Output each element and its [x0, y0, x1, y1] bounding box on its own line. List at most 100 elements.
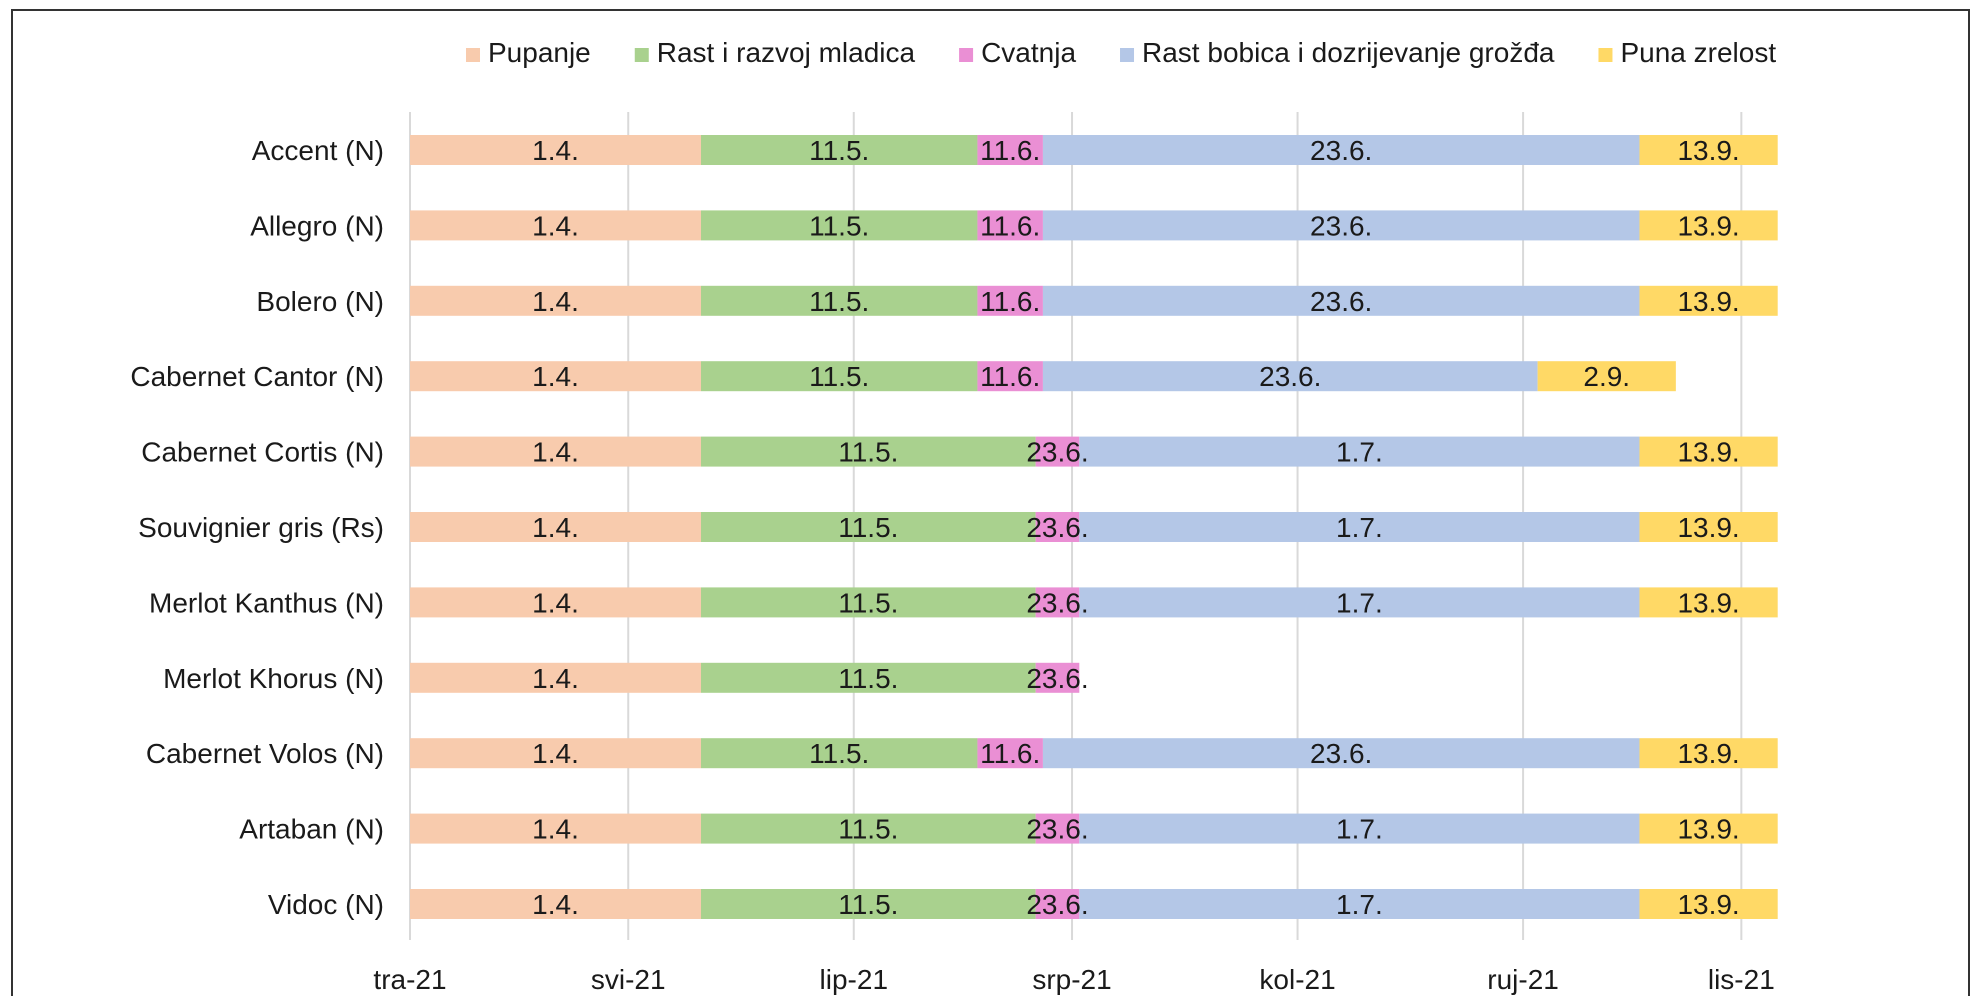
bar-segment	[1079, 813, 1640, 844]
bar-data-label: 11.5.	[809, 361, 869, 392]
bar-segment	[1042, 285, 1640, 316]
bar-data-label: 1.4.	[532, 587, 579, 618]
bar-data-label: 1.7.	[1336, 587, 1383, 618]
bar-segment	[1079, 512, 1640, 542]
bar-data-label: 1.4.	[532, 814, 579, 845]
bar-segment	[701, 436, 1036, 467]
bar-data-label: 13.9.	[1677, 437, 1739, 468]
category-label: Cabernet Cortis (N)	[141, 437, 384, 468]
bar-segment	[701, 135, 978, 165]
bar-data-label: 1.4.	[532, 889, 579, 920]
bar-data-label: 1.4.	[532, 512, 579, 543]
category-labels: Accent (N) Allegro (N) Bolero (N) Cabernet …	[130, 135, 384, 920]
legend-entry: Rast i razvoj mladica	[657, 37, 916, 68]
legend-entry: Puna zrelost	[1620, 37, 1776, 68]
bar-segment	[701, 889, 1036, 919]
bar-segment	[410, 889, 701, 919]
category-label: Bolero (N)	[256, 286, 384, 317]
bar-segment	[977, 738, 1043, 769]
bar-segment	[701, 738, 978, 769]
bar-data-label: 23.6.	[1026, 587, 1088, 618]
bar-segment	[701, 512, 1036, 542]
bar-segment	[1639, 738, 1778, 769]
bar-segment	[410, 662, 701, 693]
bar-segment	[1079, 436, 1640, 467]
bar-data-label: 11.5.	[809, 135, 869, 166]
bars: 1.4. 11.5. 11.6. 23.6. 13.9. 1.4. 11.5. 11.6. 23…	[410, 135, 1778, 920]
bar-data-label: 11.5.	[838, 663, 898, 694]
bar-segment	[410, 135, 701, 165]
bar-data-label: 1.7.	[1336, 437, 1383, 468]
bar-data-label: 1.4.	[532, 738, 579, 769]
bar-data-label: 11.6.	[980, 135, 1040, 166]
bar-data-label: 11.5.	[838, 587, 898, 618]
bar-data-label: 11.6.	[980, 286, 1040, 317]
bar-segment	[410, 738, 701, 769]
bar-data-label: 13.9.	[1677, 587, 1739, 618]
category-label: Merlot Khorus (N)	[163, 663, 384, 694]
bar-data-label: 13.9.	[1677, 210, 1739, 241]
bar-data-label: 1.4.	[532, 135, 579, 166]
bar-data-label: 1.7.	[1336, 889, 1383, 920]
bar-data-label: 11.5.	[809, 738, 869, 769]
bar-data-label: 13.9.	[1677, 889, 1739, 920]
bar-segment	[1639, 285, 1778, 316]
legend: Pupanje Rast i razvoj mladica Cvatnja Rast …	[466, 37, 1776, 68]
legend-swatch	[1120, 48, 1135, 62]
bar-segment	[977, 285, 1043, 316]
bar-data-label: 11.5.	[838, 512, 898, 543]
category-label: Merlot Kanthus (N)	[149, 587, 384, 618]
bar-data-label: 11.5.	[809, 286, 869, 317]
bar-data-label: 23.6.	[1026, 437, 1088, 468]
x-axis-ticks: tra-21 svi-21 lip-21 srp-21 kol-21 ruj-21 lis-…	[373, 964, 1774, 995]
legend-entry: Pupanje	[488, 37, 591, 68]
bar-data-label: 23.6.	[1310, 286, 1372, 317]
bar-data-label: 1.7.	[1336, 512, 1383, 543]
bar-segment	[1035, 587, 1080, 618]
bar-data-label: 13.9.	[1677, 814, 1739, 845]
category-label: Artaban (N)	[239, 814, 384, 845]
bar-segment	[1639, 889, 1778, 919]
bar-segment	[701, 813, 1036, 844]
bar-segment	[977, 361, 1043, 392]
bar-segment	[1639, 436, 1778, 467]
bar-segment	[1042, 135, 1640, 165]
bar-data-label: 13.9.	[1677, 286, 1739, 317]
bar-data-label: 23.6.	[1310, 135, 1372, 166]
bar-data-label: 11.5.	[838, 889, 898, 920]
bar-segment	[410, 285, 701, 316]
bar-data-label: 11.5.	[809, 210, 869, 241]
bar-segment	[701, 587, 1036, 618]
x-tick-label: svi-21	[591, 964, 666, 995]
legend-swatch	[634, 48, 649, 62]
bar-segment	[1079, 889, 1640, 919]
bar-segment	[410, 813, 701, 844]
bar-segment	[1639, 135, 1778, 165]
bar-segment	[410, 210, 701, 241]
x-tick-label: lip-21	[820, 964, 888, 995]
legend-entry: Cvatnja	[981, 37, 1076, 68]
legend-entry: Rast bobica i dozrijevanje grožđa	[1142, 37, 1555, 68]
bar-data-label: 23.6.	[1026, 512, 1088, 543]
bar-segment	[701, 210, 978, 241]
bar-segment	[410, 512, 701, 542]
x-tick-label: srp-21	[1032, 964, 1111, 995]
bar-data-label: 13.9.	[1677, 738, 1739, 769]
bar-data-label: 1.4.	[532, 437, 579, 468]
bar-data-label: 11.6.	[980, 210, 1040, 241]
bar-data-label: 11.5.	[838, 437, 898, 468]
bar-data-label: 11.6.	[980, 361, 1040, 392]
legend-swatch	[959, 48, 974, 62]
category-label: Cabernet Volos (N)	[146, 738, 384, 769]
bar-data-label: 1.4.	[532, 361, 579, 392]
bar-segment	[1639, 512, 1778, 542]
bar-data-label: 23.6.	[1026, 889, 1088, 920]
bar-segment	[410, 587, 701, 618]
bar-data-label: 23.6.	[1026, 663, 1088, 694]
category-label: Cabernet Cantor (N)	[130, 361, 384, 392]
bar-segment	[1042, 361, 1538, 392]
bar-segment	[701, 285, 978, 316]
legend-swatch	[1598, 48, 1613, 62]
category-label: Accent (N)	[252, 135, 384, 166]
